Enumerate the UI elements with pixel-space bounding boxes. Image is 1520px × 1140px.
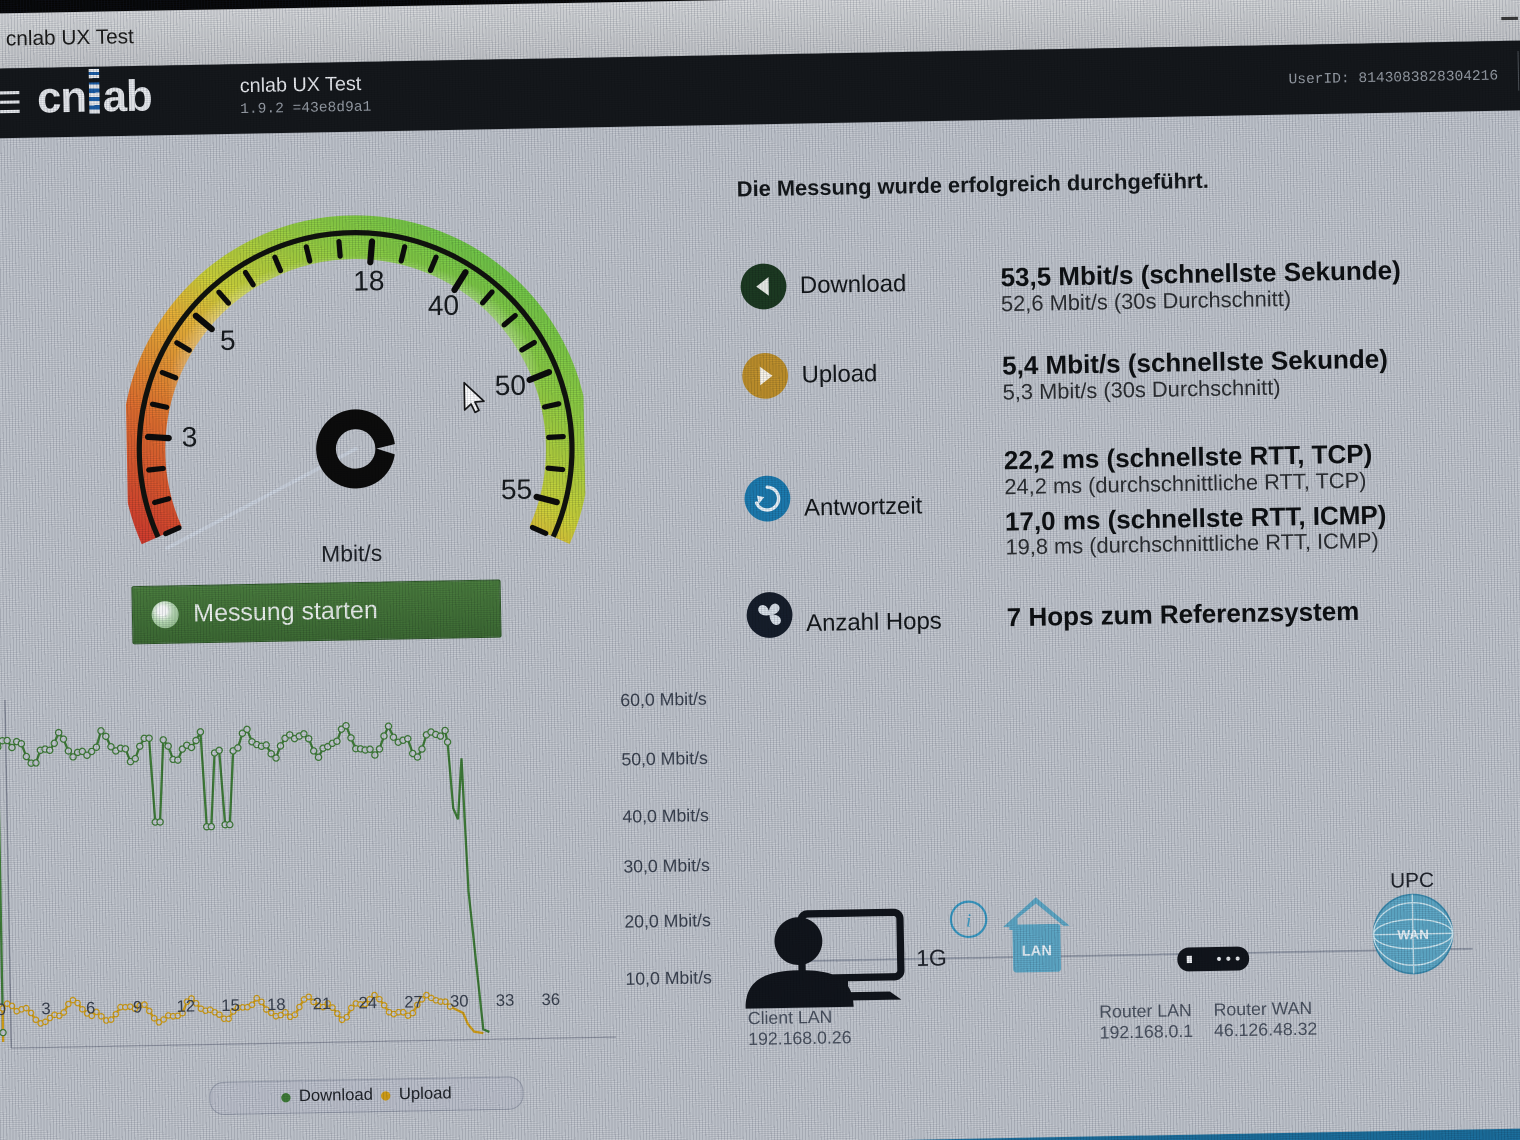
svg-text:UPC: UPC	[1390, 869, 1434, 893]
svg-text:1G: 1G	[916, 944, 947, 971]
svg-text:5: 5	[220, 325, 236, 356]
svg-text:3: 3	[181, 421, 197, 452]
svg-text:18: 18	[353, 265, 385, 297]
svg-text:i: i	[966, 911, 972, 932]
svg-text:LAN: LAN	[1022, 943, 1052, 960]
svg-text:40: 40	[428, 290, 460, 322]
svg-text:WAN: WAN	[1397, 927, 1429, 943]
svg-text:50: 50	[494, 370, 526, 402]
svg-text:55: 55	[501, 474, 533, 506]
